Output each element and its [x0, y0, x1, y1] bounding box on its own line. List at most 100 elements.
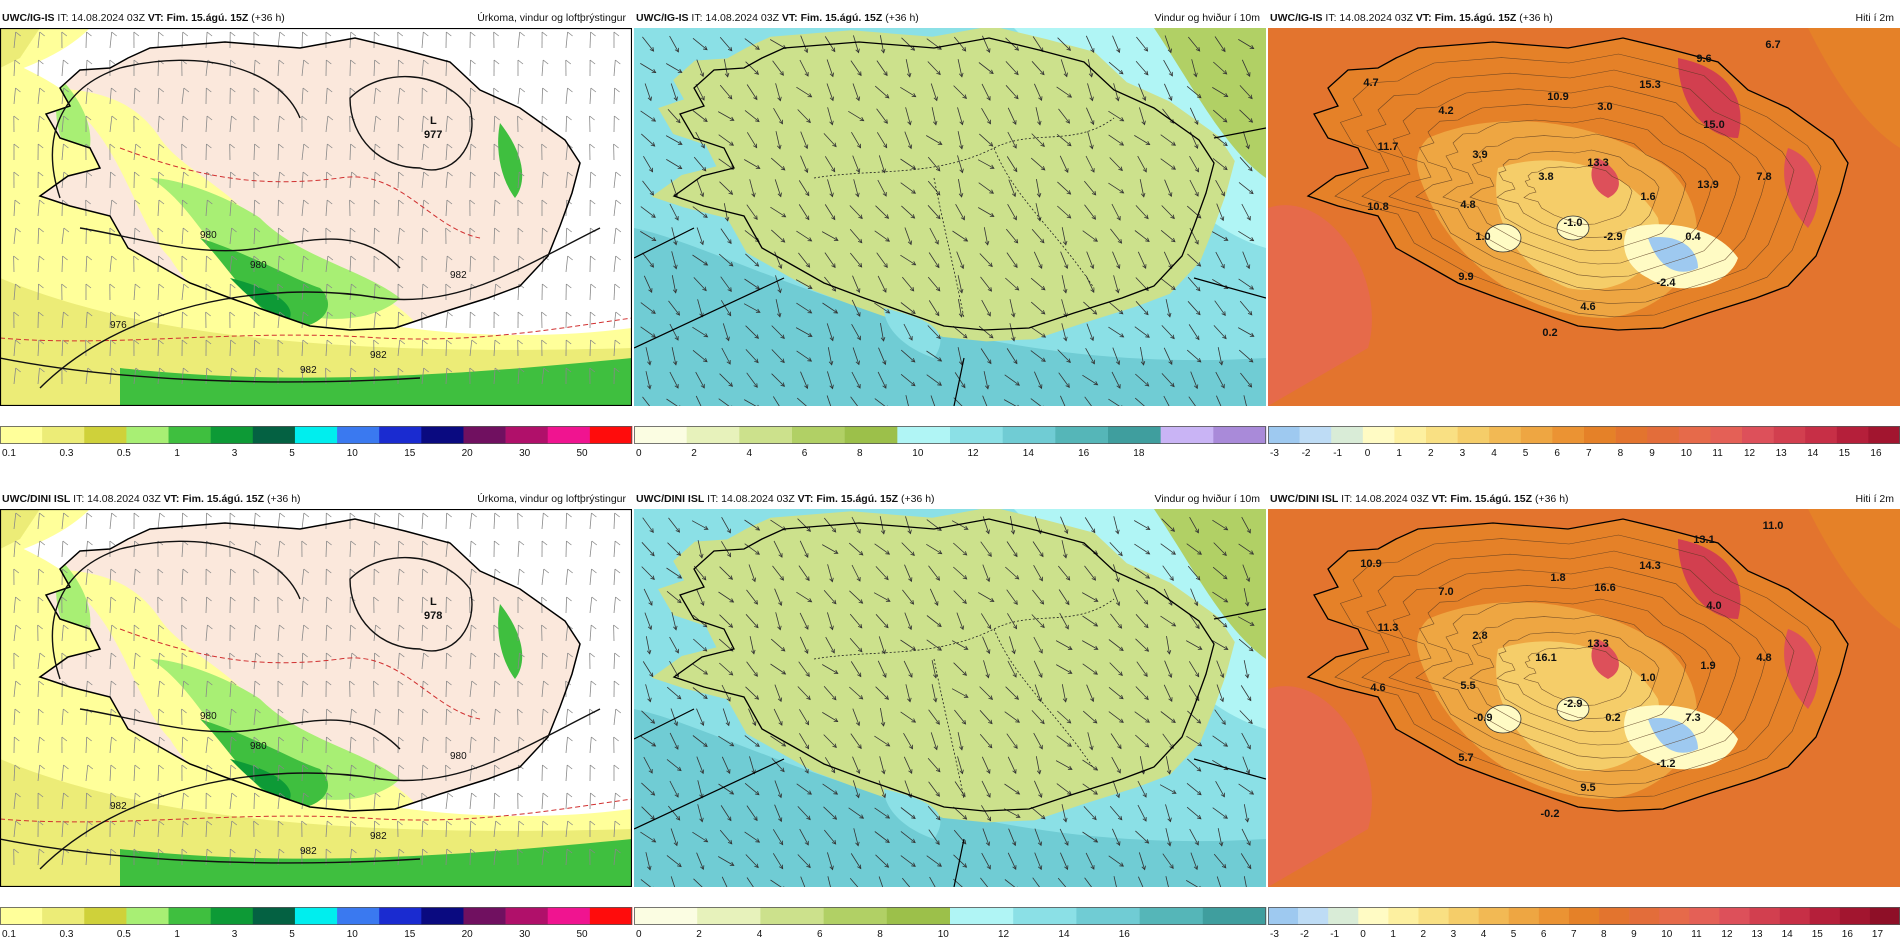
lead-time: (+36 h)	[885, 12, 919, 24]
isobar-label: 980	[450, 751, 467, 762]
colorbar-swatch	[589, 907, 633, 925]
temperature-label: 0.4	[1685, 231, 1701, 243]
valid-label: VT:	[1431, 493, 1448, 505]
colorbar-label: 2	[691, 448, 697, 459]
colorbar-label: 0.5	[117, 448, 131, 459]
colorbar-swatch	[1457, 426, 1490, 444]
temperature-label: 4.8	[1756, 652, 1771, 664]
colorbar-label: 50	[577, 929, 589, 940]
colorbar-label: -3	[1270, 448, 1279, 459]
colorbar-swatch	[0, 907, 43, 925]
colorbar-swatch	[823, 907, 888, 925]
panel-wind-row1: UWC/IG-IS IT: 14.08.2024 03Z VT: Fim. 15…	[634, 10, 1267, 459]
colorbar-label: 6	[1554, 448, 1560, 459]
panel-temp-row2: UWC/DINI ISL IT: 14.08.2024 03Z VT: Fim.…	[1268, 491, 1900, 940]
temperature-label: -2.4	[1657, 277, 1677, 289]
colorbar-swatch	[84, 426, 127, 444]
colorbar-label: -2	[1300, 929, 1309, 940]
temperature-label: 3.0	[1597, 101, 1612, 113]
colorbar-label: 0	[1360, 929, 1366, 940]
panel-title: Hiti í 2m	[1855, 12, 1894, 24]
colorbar-swatch	[1489, 426, 1522, 444]
colorbar-label: 6	[1541, 929, 1547, 940]
colorbar-swatch	[1478, 907, 1510, 925]
colorbar-swatch	[505, 426, 549, 444]
model-name: UWC/IG-IS	[636, 12, 689, 24]
temperature-label: 0.2	[1542, 327, 1557, 339]
colorbar-label: 1	[1390, 929, 1396, 940]
valid-time: Fim. 15.ágú. 15Z	[816, 493, 899, 505]
colorbar-label: 8	[857, 448, 863, 459]
colorbar-swatch	[126, 907, 169, 925]
temperature-label: 1.8	[1550, 572, 1565, 584]
colorbar-swatch	[886, 907, 951, 925]
temperature-label: 4.6	[1370, 682, 1385, 694]
precip-colorbar: 0.1 0.3 0.5 1 3 5 10 15 20 30 50	[0, 907, 633, 940]
temperature-label: 14.3	[1639, 560, 1660, 572]
valid-time: Fim. 15.ágú. 15Z	[1450, 493, 1533, 505]
colorbar-label: 10	[347, 448, 359, 459]
colorbar-swatch	[1538, 907, 1570, 925]
temperature-label: 5.5	[1460, 680, 1475, 692]
colorbar-swatch	[1394, 426, 1427, 444]
colorbar-swatch	[686, 426, 740, 444]
temperature-label: 4.8	[1460, 199, 1475, 211]
colorbar-swatch	[1710, 426, 1743, 444]
colorbar-label: -1	[1330, 929, 1339, 940]
colorbar-label: 3	[1460, 448, 1466, 459]
colorbar-swatch	[1678, 426, 1711, 444]
colorbar-swatch	[1448, 907, 1479, 925]
colorbar-swatch	[1331, 426, 1364, 444]
colorbar-swatch	[1362, 426, 1395, 444]
colorbar-swatch	[634, 907, 698, 925]
colorbar-swatch	[1139, 907, 1204, 925]
colorbar-swatch	[1615, 426, 1648, 444]
lead-time: (+36 h)	[251, 12, 285, 24]
colorbar-swatch	[379, 426, 422, 444]
colorbar-swatch	[1213, 426, 1267, 444]
lead-time: (+36 h)	[266, 493, 301, 505]
colorbar-swatch	[1836, 426, 1869, 444]
temperature-label: 13.3	[1587, 157, 1608, 169]
colorbar-swatch	[1773, 426, 1806, 444]
colorbar-label: 0.1	[2, 448, 16, 459]
colorbar-swatch	[634, 426, 687, 444]
colorbar-label: 2	[1428, 448, 1434, 459]
panel-title: Vindur og hviður í 10m	[1154, 493, 1260, 505]
isobar-label: 982	[110, 801, 127, 812]
isobar-label: 980	[250, 260, 267, 271]
colorbar-label: -1	[1333, 448, 1342, 459]
wind-colorbar: 0 2 4 6 8 10 12 14 16	[634, 907, 1267, 940]
isobar-label: 980	[200, 230, 217, 241]
colorbar-swatch	[1629, 907, 1660, 925]
init-time: IT: 14.08.2024 03Z	[73, 493, 161, 505]
colorbar-swatch	[1202, 907, 1267, 925]
colorbar-label: 9	[1649, 448, 1655, 459]
colorbar-swatch	[897, 426, 951, 444]
colorbar-label: 15	[404, 448, 416, 459]
panel-title: Vindur og hviður í 10m	[1154, 12, 1260, 24]
colorbar-swatch	[1426, 426, 1458, 444]
precip-map: 982 980 982 980 982 980 L 978	[0, 509, 632, 887]
colorbar-label: 0	[636, 448, 642, 459]
colorbar-swatch	[950, 426, 1003, 444]
temperature-label: 13.9	[1697, 179, 1718, 191]
colorbar-swatch	[1388, 907, 1419, 925]
colorbar-swatch	[463, 426, 506, 444]
colorbar-swatch	[1749, 907, 1780, 925]
colorbar-swatch	[547, 907, 591, 925]
colorbar-label: 20	[462, 448, 474, 459]
colorbar-label: 6	[802, 448, 808, 459]
panel-header: UWC/IG-IS IT: 14.08.2024 03Z VT: Fim. 15…	[2, 12, 628, 28]
colorbar-swatch	[42, 426, 85, 444]
colorbar-swatch	[1268, 426, 1300, 444]
colorbar-label: 0.1	[2, 929, 16, 940]
isobar-label: 982	[370, 350, 387, 361]
colorbar-label: 50	[577, 448, 589, 459]
colorbar-label: 14	[1023, 448, 1035, 459]
colorbar-swatch	[210, 907, 254, 925]
isobar-label: 976	[110, 320, 127, 331]
temperature-label: 10.8	[1367, 201, 1388, 213]
colorbar-swatch	[1719, 907, 1750, 925]
precip-map: 976 980 982 982 982 980 L 977	[0, 28, 632, 406]
